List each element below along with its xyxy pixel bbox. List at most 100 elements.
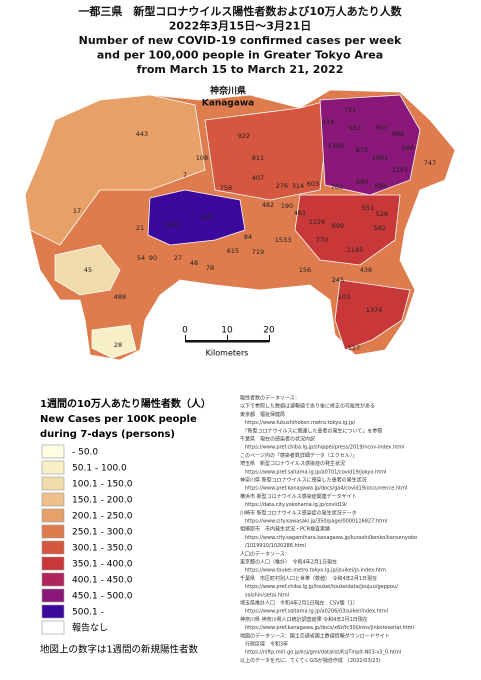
map-label: 699 (332, 222, 344, 230)
map-label: 758 (220, 184, 232, 192)
source-line: https://www.toukei.metro.tokyo.lg.jp/jsu… (240, 568, 386, 574)
scale-unit: Kilometers (206, 349, 249, 358)
map-label: 1161 (392, 166, 409, 174)
map-label: 438 (360, 266, 372, 274)
map-label: 103 (338, 293, 350, 301)
legend-label: 300.1 - 350.0 (72, 544, 133, 554)
hakone-area (54, 244, 121, 296)
legend-label: - 50.0 (72, 448, 98, 458)
legend-swatch (41, 460, 65, 475)
map-label: 551 (362, 204, 374, 212)
map-label: 922 (238, 132, 250, 140)
map: 731 434 933 825 886 1306 873 598 922 443 1891 747 81… (24, 85, 456, 361)
map-label: 17 (73, 207, 81, 215)
map-label: 1533 (275, 236, 292, 244)
map-label: 78 (206, 264, 214, 272)
legend-swatch (41, 476, 65, 491)
title-line: Number of new COVID-19 confirmed cases p… (79, 34, 402, 47)
map-label: 156 (299, 266, 311, 274)
legend-title: during 7-days (persons) (40, 429, 175, 440)
map-label: 108 (196, 154, 208, 162)
source-line: https://www.pref.chiba.lg.jp/shippei/pre… (240, 445, 404, 451)
title-line: from March 15 to March 21, 2022 (137, 63, 344, 76)
source-line: https://www.pref.kanagawa.jp/docs/x6z/tc… (240, 625, 414, 631)
source-line: https://www.pref.chiba.lg.jp/toukei/touk… (240, 584, 398, 590)
legend-swatch (41, 492, 65, 507)
source-line: 千葉県 市区町村別人口と世帯（数値） 令和4年2月1日現在 (240, 575, 377, 582)
legend-swatch (41, 572, 65, 587)
source-line: 東京都の人口（推計） 令和4年2月1日現在 (240, 559, 337, 566)
map-label: 314 (292, 182, 304, 190)
source-line: 地図のデータソース：国土交通省国土数値情報ダウンロードサイト (240, 632, 390, 639)
map-label: 482 (262, 201, 274, 209)
source-line: 人口のデータソース： (240, 550, 290, 557)
source-line: https://www.fukushihoken.metro.tokyo.lg.… (240, 420, 355, 426)
legend-label: 報告なし (72, 622, 108, 634)
scale-tick (227, 335, 228, 342)
map-label: 825 (376, 124, 388, 132)
source-line: https://nlftp.mlit.go.jp/ksj/gml/datalis… (240, 650, 401, 656)
scale-tick (269, 335, 270, 342)
map-label: 443 (136, 130, 148, 138)
map-label: 21 (136, 224, 144, 232)
source-line: 以下で参照した数値は速報値であり後に修正の可能性がある (240, 403, 375, 410)
map-label: 1891 (372, 154, 389, 162)
legend-label: 200.1 - 250.0 (72, 512, 133, 522)
legend-swatch (41, 588, 65, 603)
scale-bar: 0 10 20 Kilometers (182, 326, 275, 358)
source-line: saishin/setai.html (240, 592, 289, 598)
map-label: 1306 (328, 142, 345, 150)
map-label: 1040 (164, 221, 181, 229)
map-label: 582 (374, 224, 386, 232)
map-label: 461 (294, 209, 306, 217)
source-line: https://www.pref.kanagawa.jp/docs/ga4/co… (240, 486, 407, 492)
source-line: 横浜市 新型コロナウイルス感染症関連データサイト (240, 493, 357, 500)
map-label: 276 (276, 182, 288, 190)
map-label: 873 (356, 146, 368, 154)
source-line: 埼玉県推計人口 令和4年2月1日現在 CSV版（1） (240, 600, 358, 607)
map-label: 1126 (309, 218, 326, 226)
map-label: 526 (376, 210, 388, 218)
blue-area (147, 189, 246, 246)
map-label: 28 (114, 341, 122, 349)
map-label: 686 (375, 182, 387, 190)
legend: 1週間の10万人あたり陽性者数（人） New Cases per 100K peo… (40, 397, 211, 656)
source-line: 神奈川県 新型コロナウイルスに感染した患者の発生状況 (240, 477, 367, 484)
map-label: 811 (252, 154, 264, 162)
legend-footer: 地図上の数字は1週間の新規陽性者数 (40, 644, 199, 656)
region-label: Kanagawa (202, 99, 254, 109)
map-label: 54 (137, 254, 145, 262)
source-line: このページ内の「感染者数詳細データ（エクセル）」 (240, 452, 357, 459)
map-label: 598 (402, 144, 414, 152)
central-area (204, 99, 331, 201)
legend-title: New Cases per 100K people (40, 414, 197, 425)
map-label: 488 (114, 293, 126, 301)
source-line: 相模原市 市内発生状況・PCR検査実績 (240, 526, 330, 533)
legend-swatch (41, 524, 65, 539)
map-label: 434 (322, 118, 334, 126)
map-label: 84 (244, 233, 252, 241)
map-label: 603 (307, 180, 319, 188)
title-line: 一都三県 新型コロナウイルス陽性者数および10万人あたり人数 (78, 4, 402, 18)
map-label: 27 (174, 254, 182, 262)
title-line: and per 100,000 people in Greater Tokyo … (97, 49, 383, 62)
map-label: 190 (281, 202, 293, 210)
map-label: 747 (424, 159, 436, 167)
source-line: /1019910/1020286.html (240, 543, 306, 549)
source-line: 「新型コロナウイルスに関連した患者の発生について」を参照 (240, 427, 382, 434)
source-line: 東京都 福祉保健局 (240, 411, 285, 418)
source-line: 神奈川県 神奈川県人口統計調査結果 令和4年2月1日現在 (240, 616, 368, 623)
legend-swatch (41, 444, 65, 459)
legend-swatch (41, 540, 65, 555)
region-label: 神奈川県 (210, 85, 246, 97)
title: 一都三県 新型コロナウイルス陽性者数および10万人あたり人数2022年3月15日… (78, 4, 402, 76)
legend-swatch (41, 556, 65, 571)
source-line: 行政区域 令和3年 (240, 641, 288, 648)
map-label: 933 (349, 124, 361, 132)
map-label: 940 (356, 178, 368, 186)
legend-label: 400.1 - 450.0 (72, 576, 133, 586)
wards-area (319, 94, 421, 196)
legend-swatch (41, 508, 65, 523)
legend-swatch (41, 604, 65, 619)
